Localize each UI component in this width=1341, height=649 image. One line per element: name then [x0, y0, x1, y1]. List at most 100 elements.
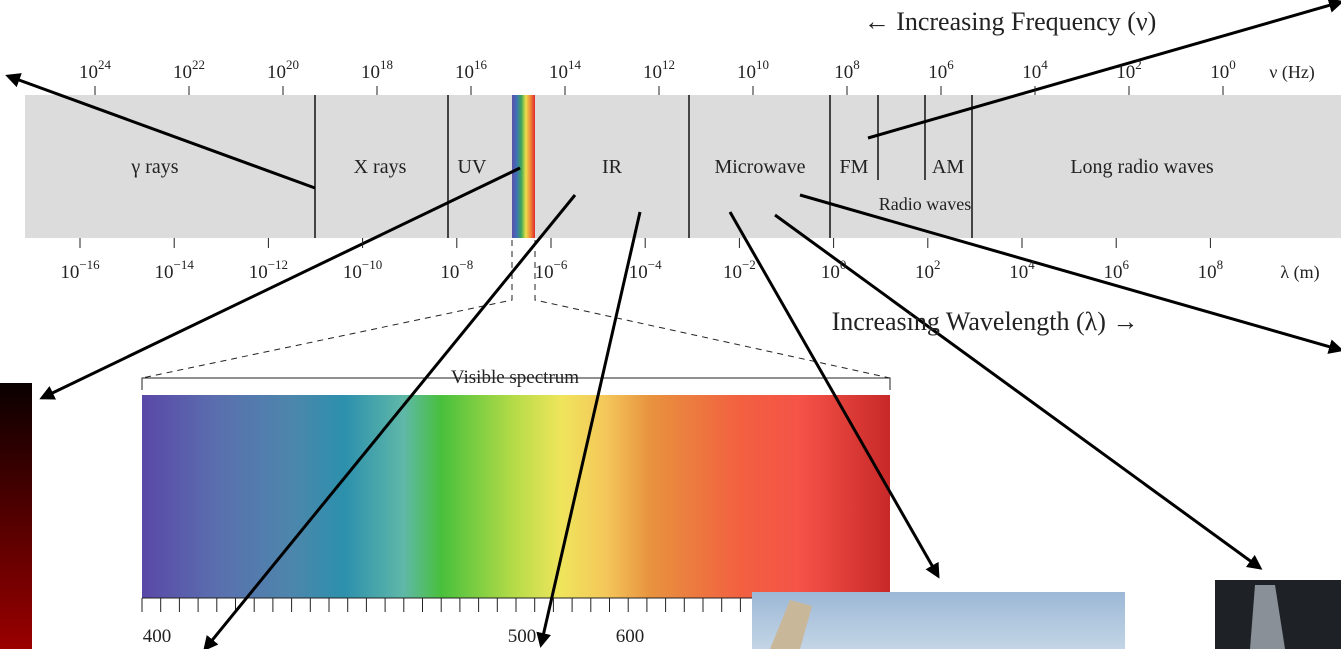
- thermal-image: [0, 383, 32, 649]
- exponent: 22: [192, 57, 205, 72]
- spectrum-diagram: ← Increasing Frequency (ν)10241022102010…: [0, 0, 1341, 649]
- power-label: 1014: [549, 57, 582, 83]
- base: 10: [1210, 62, 1229, 83]
- power-label: 106: [1103, 257, 1129, 283]
- exponent: 6: [1122, 257, 1129, 272]
- base: 10: [1116, 62, 1135, 83]
- power-label: 1018: [361, 57, 393, 83]
- base: 10: [455, 62, 474, 83]
- power-label: 10−2: [723, 257, 756, 283]
- visible-tick-label: 500: [508, 626, 537, 647]
- power-label: 106: [928, 57, 954, 83]
- exponent: 6: [947, 57, 954, 72]
- exponent: −4: [648, 257, 662, 272]
- exponent: −12: [268, 257, 288, 272]
- base: 10: [267, 62, 286, 83]
- exponent: 2: [1135, 57, 1142, 72]
- power-label: 1020: [267, 57, 299, 83]
- exponent: 4: [1041, 57, 1048, 72]
- exponent: 12: [662, 57, 675, 72]
- power-label: 10−14: [155, 257, 195, 283]
- exponent: 14: [568, 57, 582, 72]
- visible-strip: [512, 95, 535, 238]
- exponent: −2: [742, 257, 756, 272]
- power-label: 100: [1210, 57, 1236, 83]
- base: 10: [915, 262, 934, 283]
- base: 10: [821, 262, 840, 283]
- power-label: 10−16: [60, 257, 100, 283]
- radio-label: Radio waves: [879, 194, 971, 214]
- visible-tick-label: 600: [616, 626, 645, 647]
- band-label: Microwave: [714, 156, 805, 178]
- base: 10: [723, 262, 742, 283]
- band-label: Long radio waves: [1070, 156, 1214, 178]
- base: 10: [79, 62, 98, 83]
- wavelength-unit: λ (m): [1280, 262, 1319, 283]
- exponent: −8: [459, 257, 473, 272]
- exponent: −14: [174, 257, 195, 272]
- exponent: 0: [1229, 57, 1236, 72]
- power-label: 10−4: [629, 257, 662, 283]
- base: 10: [60, 262, 79, 283]
- base: 10: [535, 262, 554, 283]
- power-label: 10−12: [249, 257, 288, 283]
- power-label: 102: [1116, 57, 1142, 83]
- base: 10: [1103, 262, 1122, 283]
- zoom-lines: [142, 240, 890, 378]
- exponent: 4: [1028, 257, 1035, 272]
- exponent: 8: [1217, 257, 1224, 272]
- power-label: 108: [1198, 257, 1224, 283]
- power-label: 10−6: [535, 257, 568, 283]
- base: 10: [361, 62, 380, 83]
- exponent: 2: [934, 257, 941, 272]
- base: 10: [643, 62, 662, 83]
- base: 10: [1022, 62, 1041, 83]
- power-label: 1024: [79, 57, 112, 83]
- base: 10: [249, 262, 268, 283]
- base: 10: [155, 262, 174, 283]
- power-label: 1016: [455, 57, 488, 83]
- exponent: −6: [554, 257, 568, 272]
- power-label: 100: [821, 257, 847, 283]
- power-label: 102: [915, 257, 941, 283]
- power-label: 104: [1009, 257, 1035, 283]
- band-label: FM: [840, 156, 869, 178]
- power-label: 10−8: [440, 257, 473, 283]
- base: 10: [549, 62, 568, 83]
- band-label: γ rays: [130, 156, 178, 178]
- exponent: 16: [474, 57, 488, 72]
- power-label: 1010: [737, 57, 769, 83]
- power-label: 1022: [173, 57, 205, 83]
- exponent: 8: [853, 57, 860, 72]
- frequency-title: ← Increasing Frequency (ν): [864, 7, 1157, 36]
- wavelength-title: Increasing Wavelength (λ) →: [832, 307, 1139, 336]
- base: 10: [440, 262, 459, 283]
- power-label: 104: [1022, 57, 1048, 83]
- base: 10: [834, 62, 853, 83]
- base: 10: [737, 62, 756, 83]
- exponent: −16: [79, 257, 100, 272]
- band-label: X rays: [354, 156, 407, 178]
- visible-tick-label: 400: [143, 626, 172, 647]
- base: 10: [1198, 262, 1217, 283]
- power-label: 10−10: [343, 257, 382, 283]
- power-label: 108: [834, 57, 860, 83]
- power-label: 1012: [643, 57, 675, 83]
- base: 10: [928, 62, 947, 83]
- base: 10: [1009, 262, 1028, 283]
- exponent: −10: [362, 257, 382, 272]
- band-label: UV: [458, 156, 487, 178]
- visible-spectrum: [142, 395, 890, 598]
- exponent: 18: [380, 57, 393, 72]
- base: 10: [629, 262, 648, 283]
- visible-title: Visible spectrum: [451, 367, 579, 388]
- base: 10: [343, 262, 362, 283]
- frequency-unit: ν (Hz): [1269, 62, 1315, 83]
- exponent: 24: [98, 57, 112, 72]
- band-label: AM: [932, 156, 964, 178]
- band-label: IR: [602, 156, 623, 178]
- exponent: 20: [286, 57, 299, 72]
- base: 10: [173, 62, 192, 83]
- exponent: 10: [756, 57, 769, 72]
- exponent: 0: [840, 257, 847, 272]
